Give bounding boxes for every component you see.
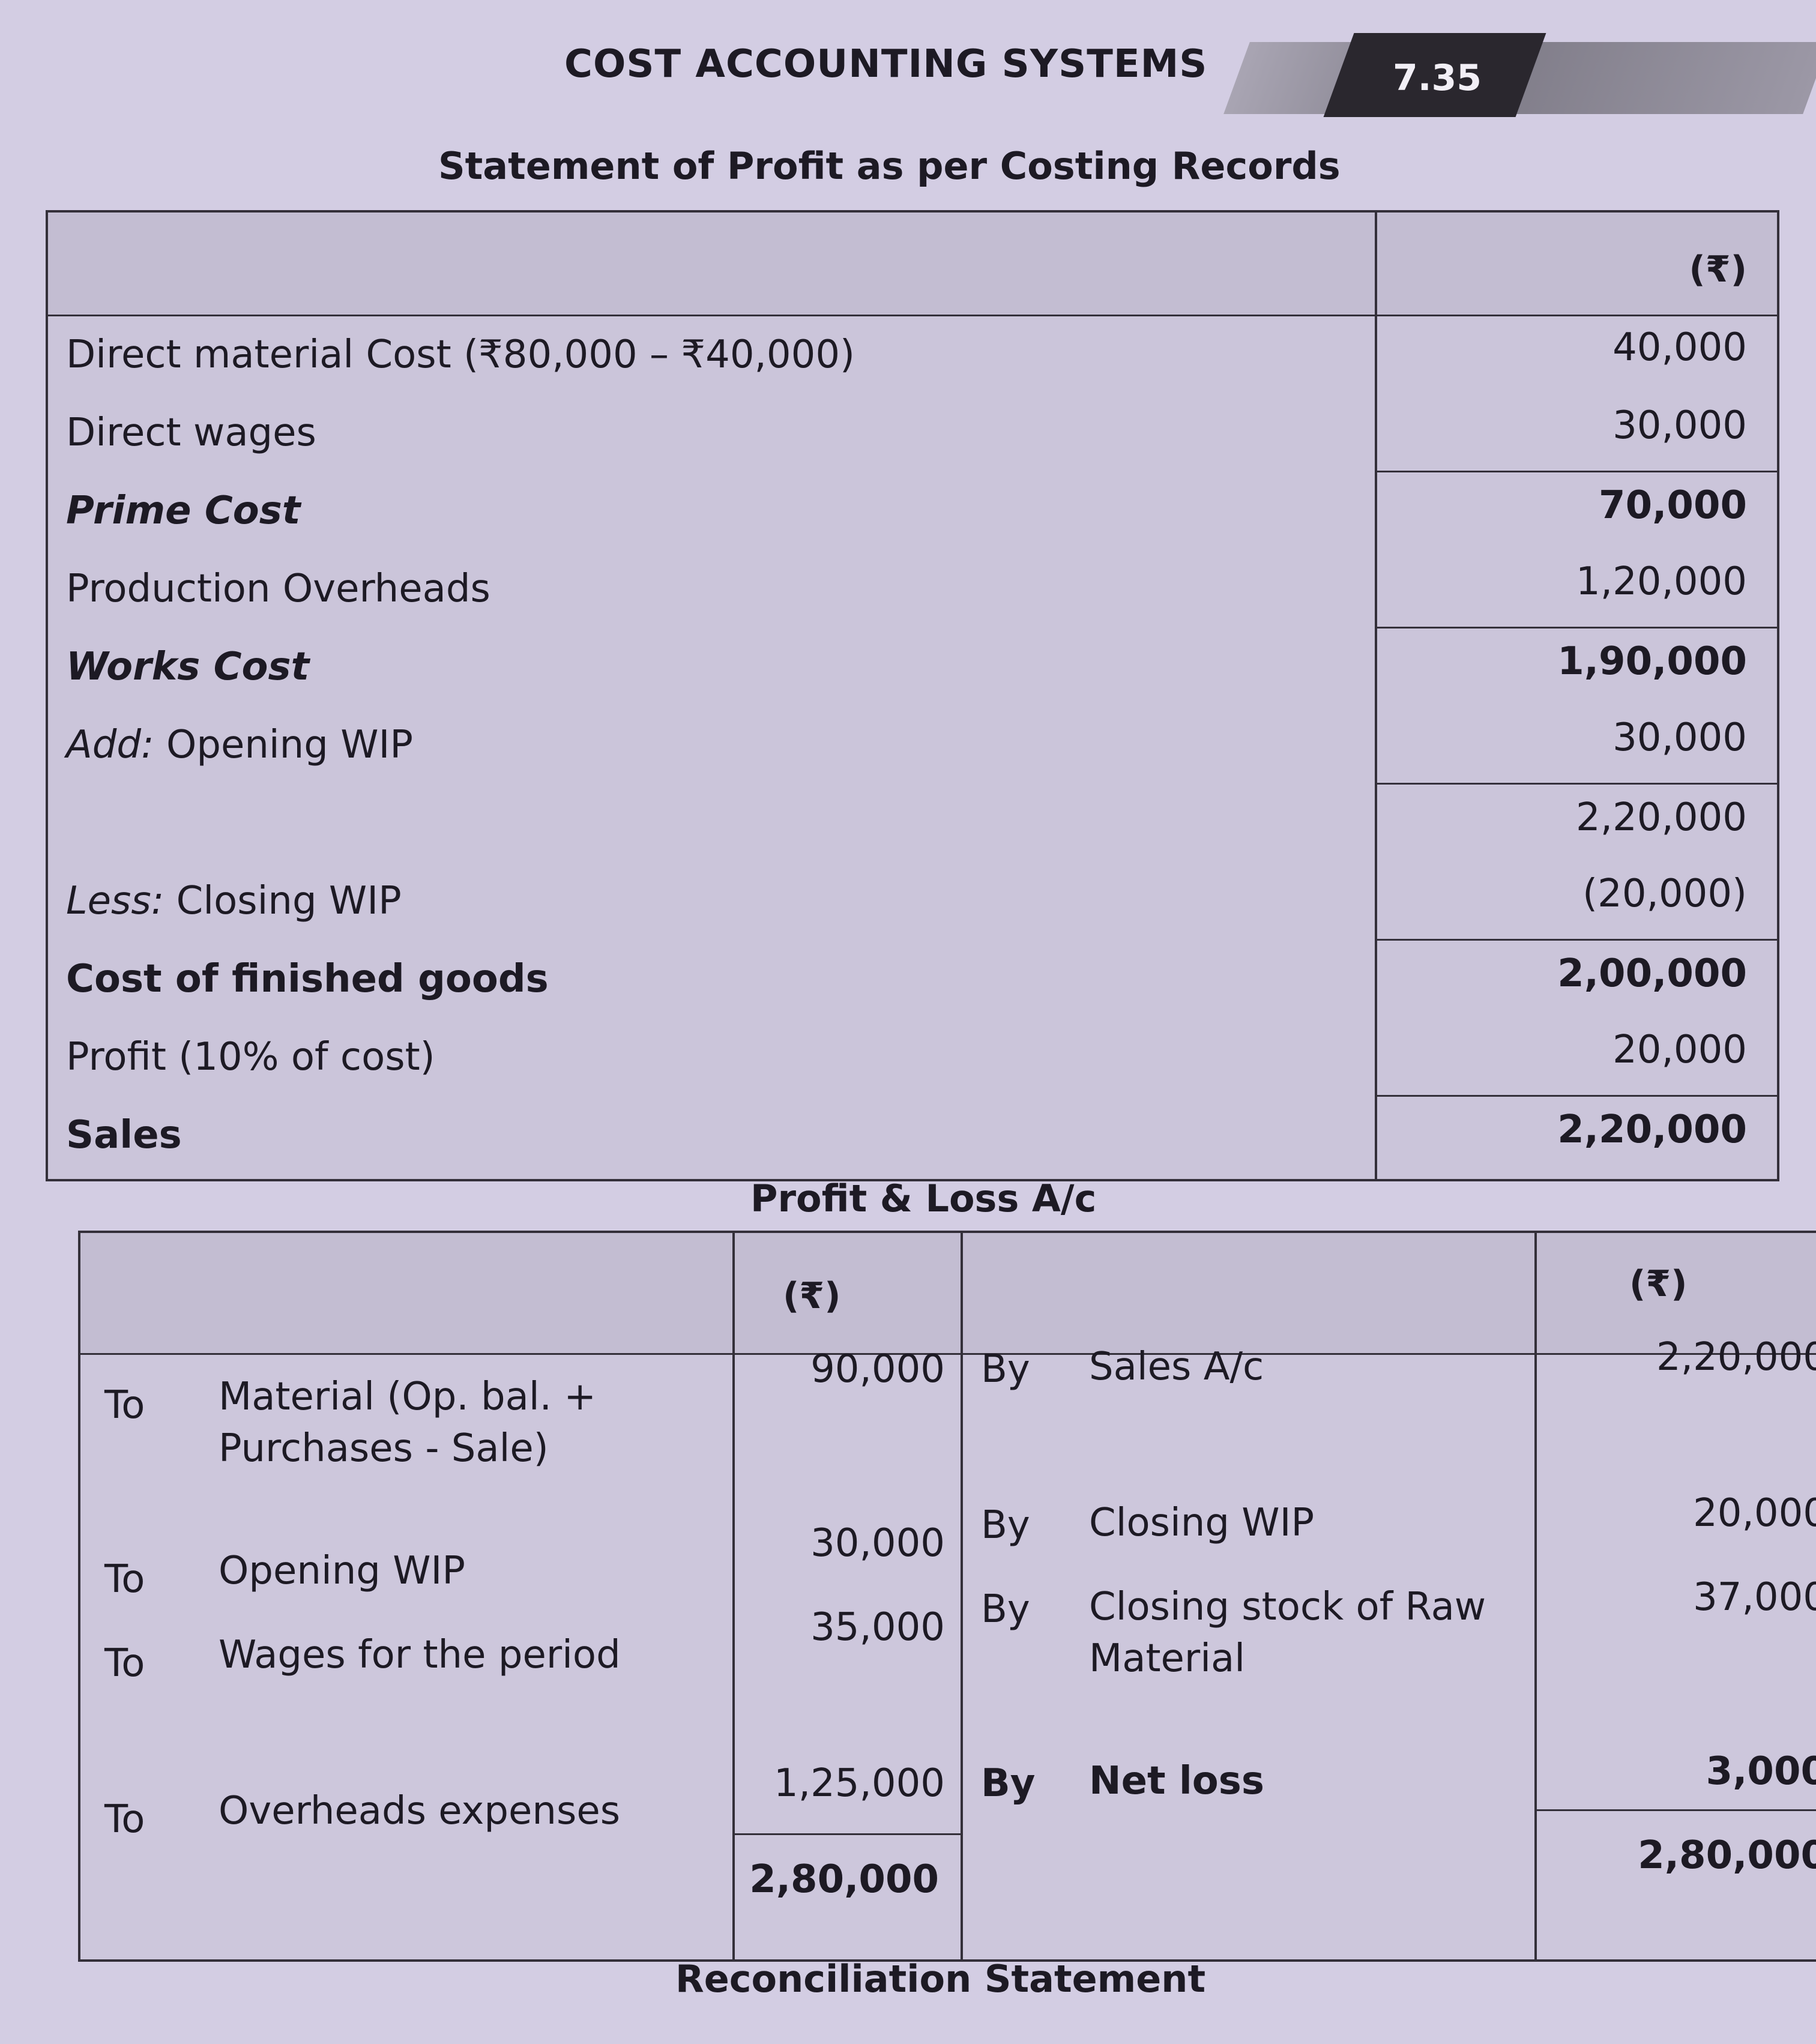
row-text: Works Cost	[66, 645, 310, 689]
credit-amount: 37,000	[1693, 1575, 1816, 1620]
table-row: Direct wages 30,000	[48, 393, 1777, 469]
debit-amount: 1,25,000	[774, 1761, 945, 1806]
debit-entry: To Wages for the period	[104, 1633, 729, 1761]
table-row: Sales 2,20,000	[48, 1095, 1777, 1172]
table-row: Cost of finished goods 2,00,000	[48, 939, 1777, 1016]
column-divider	[1375, 213, 1377, 1179]
row-label: Add: Opening WIP	[66, 723, 413, 767]
entry-label: Sales A/c	[1089, 1345, 1264, 1389]
row-text: Direct material Cost (₹80,000 – ₹40,000)	[66, 333, 855, 377]
entry-label: Net loss	[1089, 1759, 1264, 1803]
debit-amount-header: (₹)	[783, 1275, 841, 1317]
debit-amount: 30,000	[810, 1521, 945, 1566]
entry-prefix: By	[981, 1503, 1030, 1548]
entry-prefix: By	[981, 1347, 1030, 1391]
row-label: Prime Cost	[66, 489, 300, 533]
entry-label: Closing stock of Raw Material	[1089, 1585, 1486, 1681]
entry-prefix: To	[104, 1557, 145, 1602]
credit-entry: By Closing stock of Raw Material	[981, 1585, 1521, 1707]
row-amount: 20,000	[1612, 1028, 1747, 1072]
entry-prefix: To	[104, 1641, 145, 1686]
row-label: Direct material Cost (₹80,000 – ₹40,000)	[66, 333, 855, 377]
table-row: Less: Closing WIP (20,000)	[48, 861, 1777, 938]
debit-total: 2,80,000	[749, 1857, 939, 1902]
row-text: Sales	[66, 1113, 182, 1157]
reconciliation-title: Reconciliation Statement	[675, 1957, 1206, 2001]
table-row: Direct material Cost (₹80,000 – ₹40,000)…	[48, 315, 1777, 391]
table-header: (₹) (₹)	[80, 1233, 1816, 1355]
row-amount: 70,000	[1377, 471, 1777, 547]
profit-loss-title: Profit & Loss A/c	[750, 1177, 1097, 1220]
amount-header: (₹)	[1689, 249, 1747, 291]
row-prefix: Add:	[66, 723, 154, 767]
row-text: Production Overheads	[66, 567, 490, 611]
table-header: (₹)	[48, 213, 1777, 316]
table-row: Production Overheads 1,20,000	[48, 549, 1777, 626]
column-divider	[732, 1233, 735, 1959]
entry-label: Material (Op. bal. + Purchases - Sale)	[219, 1375, 596, 1471]
row-amount: 2,20,000	[1377, 783, 1777, 860]
credit-entry: By Closing WIP	[981, 1501, 1521, 1623]
credit-amount: 20,000	[1693, 1491, 1816, 1536]
debit-entry: To Material (Op. bal. + Purchases - Sale)	[104, 1375, 729, 1503]
page-number: 7.35	[1393, 57, 1482, 99]
debit-amount: 35,000	[810, 1605, 945, 1650]
row-amount: (20,000)	[1582, 872, 1747, 916]
table-row: Add: Opening WIP 30,000	[48, 705, 1777, 782]
row-amount: 30,000	[1612, 403, 1747, 448]
row-label: Sales	[66, 1113, 182, 1157]
row-amount: 1,90,000	[1377, 627, 1777, 704]
row-label: Less: Closing WIP	[66, 879, 402, 923]
row-text: Direct wages	[66, 411, 316, 455]
credit-entry: By Sales A/c	[981, 1345, 1521, 1467]
entry-label: Closing WIP	[1089, 1501, 1315, 1545]
row-text: Profit (10% of cost)	[66, 1035, 435, 1079]
row-label: Direct wages	[66, 411, 316, 455]
profit-loss-table: (₹) (₹) To Material (Op. bal. + Purchases…	[78, 1231, 1816, 1962]
entry-label: Opening WIP	[219, 1549, 465, 1593]
table-row: Profit (10% of cost) 20,000	[48, 1017, 1777, 1094]
debit-entry: To Overheads expenses	[104, 1789, 729, 1917]
row-amount: 2,00,000	[1377, 939, 1777, 1016]
row-text: Closing WIP	[164, 879, 402, 923]
row-amount: 1,20,000	[1576, 559, 1747, 604]
debit-amount: 90,000	[810, 1347, 945, 1391]
row-label: Profit (10% of cost)	[66, 1035, 435, 1079]
credit-entry: By Net loss	[981, 1759, 1521, 1881]
row-amount: 40,000	[1612, 325, 1747, 370]
column-divider	[961, 1233, 963, 1959]
entry-prefix: To	[104, 1797, 145, 1842]
table-row: Prime Cost 70,000	[48, 471, 1777, 547]
credit-amount-header: (₹)	[1629, 1263, 1688, 1305]
credit-total-rule	[1534, 1809, 1816, 1811]
credit-amount: 2,20,000	[1656, 1335, 1816, 1379]
costing-statement-table: (₹) Direct material Cost (₹80,000 – ₹40,…	[46, 210, 1779, 1181]
credit-amount: 3,000	[1706, 1749, 1816, 1794]
entry-prefix: To	[104, 1383, 145, 1427]
debit-total-rule	[732, 1833, 961, 1835]
row-amount: 30,000	[1612, 716, 1747, 760]
table-row: Works Cost 1,90,000	[48, 627, 1777, 704]
entry-prefix: By	[981, 1587, 1030, 1632]
entry-prefix: By	[981, 1761, 1036, 1806]
debit-entry: To Opening WIP	[104, 1549, 729, 1677]
row-text: Prime Cost	[66, 489, 301, 533]
credit-total: 2,80,000	[1638, 1833, 1816, 1878]
row-label: Cost of finished goods	[66, 957, 549, 1001]
row-label: Production Overheads	[66, 567, 490, 611]
entry-label: Overheads expenses	[219, 1789, 621, 1833]
running-title: COST ACCOUNTING SYSTEMS	[564, 42, 1208, 86]
row-label: Works Cost	[66, 645, 309, 689]
row-prefix: Less:	[66, 879, 164, 923]
costing-statement-title: Statement of Profit as per Costing Recor…	[438, 144, 1341, 188]
row-text: Cost of finished goods	[66, 957, 549, 1001]
entry-label: Wages for the period	[219, 1633, 621, 1677]
column-divider	[1534, 1233, 1537, 1959]
row-text: Opening WIP	[154, 723, 413, 767]
row-amount: 2,20,000	[1377, 1095, 1777, 1172]
table-row: 2,20,000	[48, 783, 1777, 860]
